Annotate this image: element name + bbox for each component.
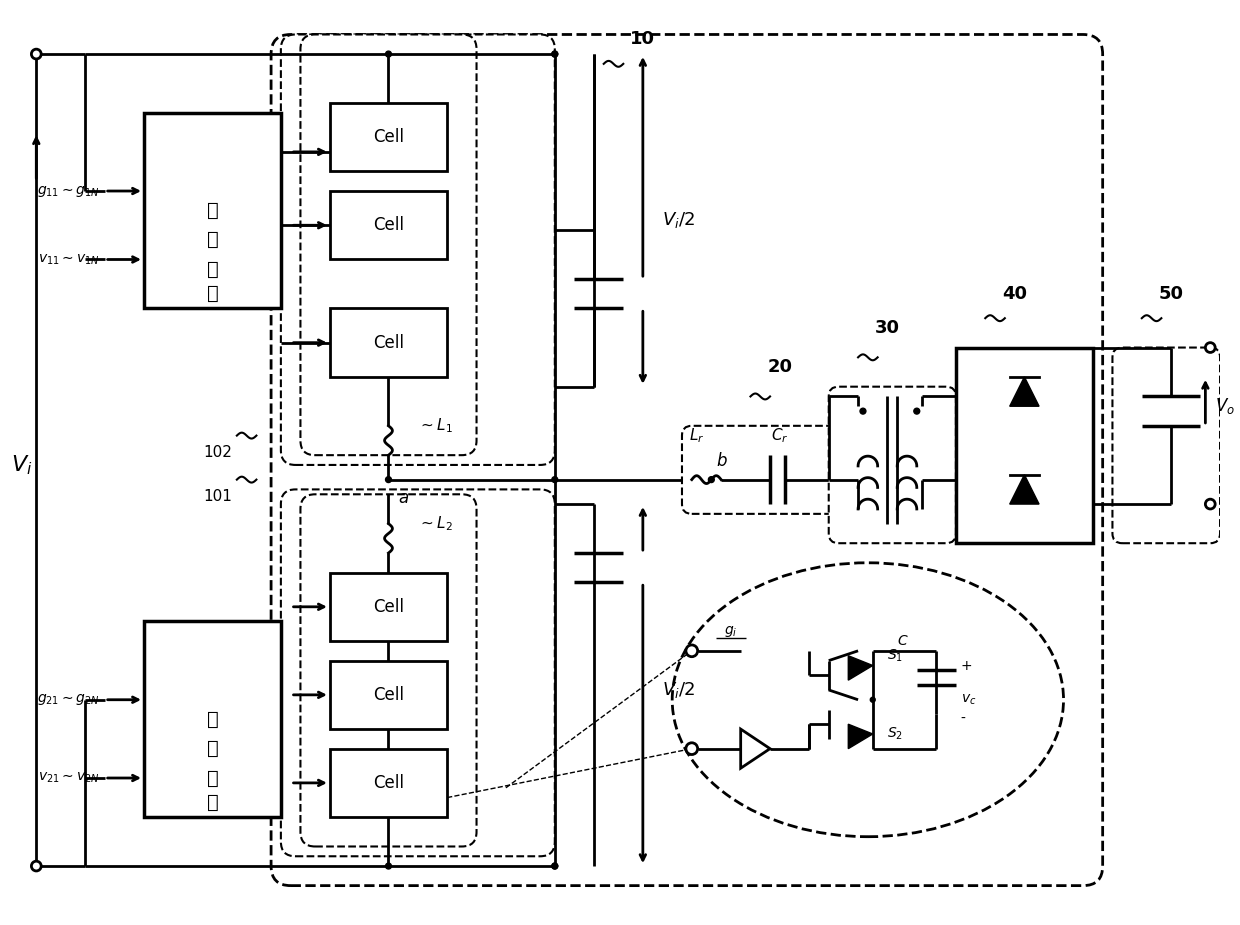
Circle shape: [552, 863, 558, 869]
Text: +: +: [961, 659, 972, 672]
Circle shape: [31, 861, 41, 871]
Text: $g_i$: $g_i$: [724, 623, 738, 639]
Text: $C_r$: $C_r$: [771, 426, 789, 445]
Bar: [330, 308, 448, 376]
Bar: [330, 573, 448, 641]
Circle shape: [914, 408, 920, 414]
Text: Cell: Cell: [373, 216, 404, 234]
Polygon shape: [1009, 475, 1039, 504]
Circle shape: [686, 645, 698, 657]
Bar: [330, 660, 448, 729]
Text: $b$: $b$: [717, 451, 728, 470]
Circle shape: [1205, 342, 1215, 352]
Text: 均: 均: [207, 201, 218, 220]
Text: 压: 压: [207, 230, 218, 250]
Text: 20: 20: [768, 358, 792, 376]
Bar: [330, 748, 448, 817]
Text: Cell: Cell: [373, 685, 404, 704]
Text: $S_1$: $S_1$: [888, 648, 904, 664]
FancyBboxPatch shape: [281, 34, 554, 465]
Text: $g_{21}$$\sim$$g_{2N}$: $g_{21}$$\sim$$g_{2N}$: [37, 692, 100, 708]
Text: $v_{21}$$\sim$$v_{2N}$: $v_{21}$$\sim$$v_{2N}$: [38, 771, 100, 785]
Polygon shape: [848, 724, 873, 748]
Circle shape: [552, 51, 558, 57]
Circle shape: [386, 863, 392, 869]
Text: 控: 控: [207, 769, 218, 787]
Text: $V_o$: $V_o$: [1215, 396, 1235, 416]
Text: 50: 50: [1158, 285, 1184, 302]
Circle shape: [386, 476, 392, 483]
Text: 101: 101: [203, 489, 232, 504]
Circle shape: [31, 49, 41, 59]
Text: $V_i$: $V_i$: [11, 453, 32, 476]
Text: 10: 10: [630, 31, 656, 48]
Text: Cell: Cell: [373, 598, 404, 616]
Text: 30: 30: [875, 319, 900, 337]
FancyBboxPatch shape: [682, 426, 838, 514]
FancyBboxPatch shape: [828, 387, 956, 543]
Text: 压: 压: [207, 739, 218, 758]
Text: 制: 制: [207, 793, 218, 812]
Circle shape: [552, 51, 558, 57]
Text: $L_r$: $L_r$: [689, 426, 704, 445]
Text: $V_i/2$: $V_i/2$: [662, 210, 696, 230]
FancyBboxPatch shape: [281, 489, 554, 857]
Circle shape: [1205, 500, 1215, 509]
Text: $\sim$$L_2$: $\sim$$L_2$: [418, 514, 453, 533]
Text: $V_i/2$: $V_i/2$: [662, 680, 696, 700]
Text: $v_{11}$$\sim$$v_{1N}$: $v_{11}$$\sim$$v_{1N}$: [38, 253, 100, 266]
Circle shape: [870, 697, 875, 702]
Circle shape: [708, 476, 714, 483]
FancyBboxPatch shape: [1112, 348, 1220, 543]
Text: 40: 40: [1002, 285, 1027, 302]
Circle shape: [686, 743, 698, 755]
Circle shape: [552, 863, 558, 869]
Text: Cell: Cell: [373, 334, 404, 352]
Text: 制: 制: [207, 284, 218, 303]
Text: Cell: Cell: [373, 129, 404, 146]
Text: $v_c$: $v_c$: [961, 693, 976, 707]
FancyBboxPatch shape: [300, 34, 476, 455]
Text: $\sim$$L_1$: $\sim$$L_1$: [418, 416, 453, 435]
Polygon shape: [848, 656, 873, 680]
Text: 均: 均: [207, 709, 218, 729]
Text: $S_2$: $S_2$: [888, 726, 904, 742]
Text: 102: 102: [203, 445, 232, 461]
Circle shape: [386, 51, 392, 57]
Bar: [330, 191, 448, 260]
Text: $a$: $a$: [398, 489, 409, 508]
FancyBboxPatch shape: [300, 494, 476, 846]
Circle shape: [861, 408, 866, 414]
Text: 控: 控: [207, 260, 218, 278]
Bar: [144, 622, 281, 817]
Polygon shape: [1009, 376, 1039, 406]
Circle shape: [552, 476, 558, 483]
Text: Cell: Cell: [373, 774, 404, 792]
Bar: [956, 348, 1092, 543]
Text: $g_{11}$$\sim$$g_{1N}$: $g_{11}$$\sim$$g_{1N}$: [37, 183, 100, 199]
Text: -: -: [961, 712, 966, 726]
Bar: [144, 113, 281, 308]
Bar: [330, 103, 448, 171]
Text: $C$: $C$: [898, 634, 909, 648]
FancyBboxPatch shape: [272, 34, 1102, 885]
